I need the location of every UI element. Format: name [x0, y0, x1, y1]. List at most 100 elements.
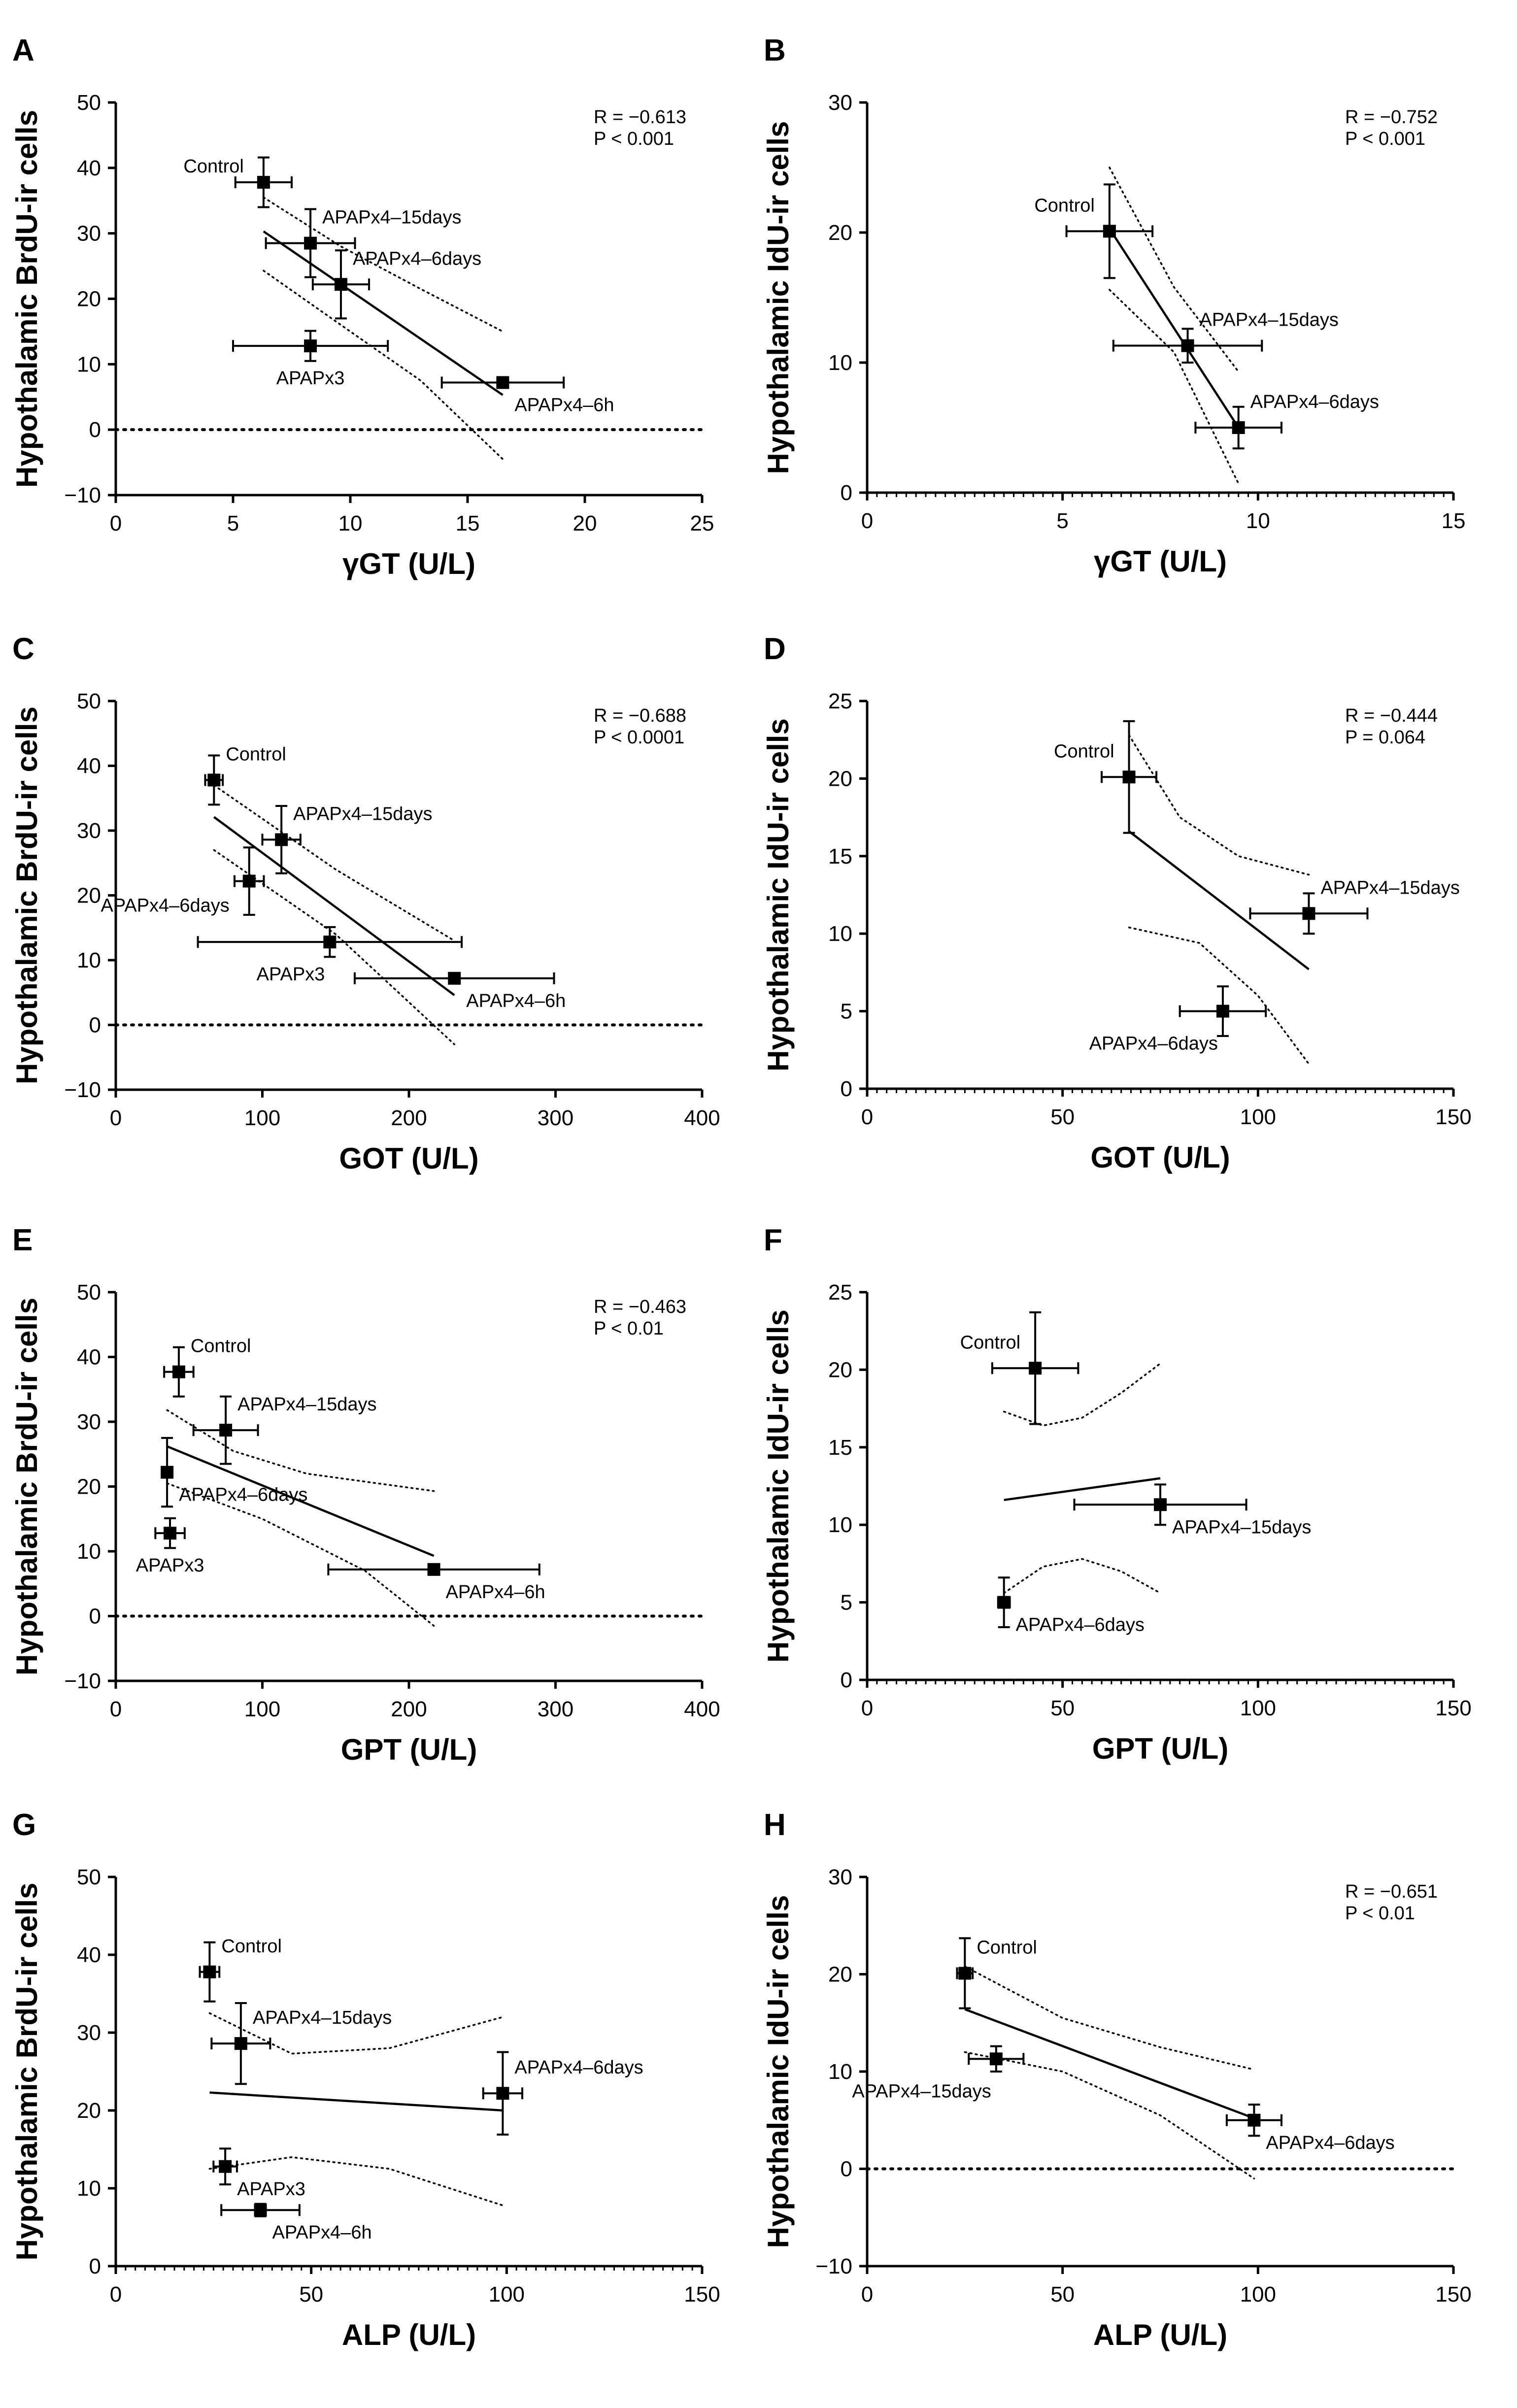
ci-upper-ci-curve: [1003, 1363, 1161, 1427]
data-point-label: APAPx4–6days: [1250, 392, 1379, 412]
stats-annotation: P < 0.001: [594, 129, 674, 149]
data-point-marker: [275, 833, 288, 846]
data-point-marker: [1232, 421, 1245, 434]
data-point-marker: [427, 1563, 440, 1576]
data-point-group: APAPx4–6days: [101, 846, 265, 916]
regression-line: [263, 230, 504, 396]
regression-line: [209, 2091, 503, 2112]
data-point-marker: [304, 339, 317, 353]
panel-a: A −10 0 10 20 30 40 50 0 5 10 15 20 25 γGT (U/L) Hypoth…: [10, 33, 714, 580]
y-tick-label: 5: [841, 1000, 852, 1024]
x-tick-label: 0: [110, 1106, 122, 1130]
data-point-group: APAPx3: [212, 2147, 305, 2200]
data-point-label: APAPx3: [276, 368, 345, 389]
data-point-marker: [257, 176, 270, 189]
data-point-group: APAPx4–6h: [327, 1563, 545, 1603]
data-point-group: APAPx4–15days: [261, 803, 433, 874]
panel-label: D: [764, 632, 786, 666]
y-tick-label: 15: [828, 844, 852, 869]
x-tick-label: 5: [1056, 509, 1068, 533]
stats-annotation: P < 0.001: [1345, 129, 1425, 149]
data-point-marker: [1103, 225, 1116, 238]
data-point-group: APAPx4–6days: [1194, 392, 1379, 450]
data-point-label: APAPx4–15days: [237, 1394, 376, 1415]
panel-label: A: [12, 33, 34, 67]
data-point-marker: [254, 2204, 267, 2217]
data-point-label: Control: [221, 1936, 282, 1957]
ci-upper-ci-curve: [263, 196, 504, 333]
data-point-group: Control: [199, 1936, 282, 2003]
data-point-marker: [219, 2160, 232, 2173]
y-tick-label: 30: [77, 2021, 101, 2045]
stats-annotation: P < 0.01: [594, 1318, 664, 1339]
data-point-label: APAPx3: [257, 964, 325, 985]
data-point-group: APAPx4–15days: [265, 207, 461, 278]
data-point-group: APAPx4–6h: [440, 376, 614, 416]
data-point-marker: [164, 1527, 177, 1540]
y-tick-label: 0: [841, 481, 852, 505]
x-tick-label: 300: [538, 1697, 573, 1721]
panel-label: B: [764, 33, 786, 67]
data-point-group: Control: [956, 1937, 1037, 2009]
data-point-label: APAPx4–6days: [101, 896, 229, 916]
y-tick-label: 0: [841, 1668, 852, 1692]
data-point-group: APAPx4–6days: [311, 248, 481, 320]
y-tick-label: 25: [828, 1280, 852, 1304]
data-point-marker: [304, 236, 317, 250]
x-tick-label: 25: [690, 511, 714, 535]
y-tick-label: 10: [77, 352, 101, 376]
x-axis-label: ALP (U/L): [342, 2318, 476, 2351]
y-tick-label: 10: [77, 1539, 101, 1564]
x-tick-label: 400: [684, 1106, 720, 1130]
x-tick-label: 0: [861, 2282, 873, 2307]
stats-annotation: R = −0.752: [1345, 107, 1438, 128]
y-tick-label: 20: [828, 1358, 852, 1382]
data-point-group: APAPx3: [136, 1517, 204, 1576]
data-point-marker: [958, 1967, 972, 1980]
x-tick-label: 150: [1435, 2282, 1471, 2307]
regression-line: [964, 2008, 1255, 2119]
ci-lower-ci-curve: [1003, 1558, 1161, 1594]
x-axis-label: γGT (U/L): [342, 547, 475, 580]
data-point-group: APAPx4–6days: [1089, 985, 1267, 1054]
data-point-label: APAPx4–6days: [179, 1485, 307, 1505]
ci-lower-ci-curve: [263, 269, 504, 460]
data-point-group: APAPx4–6days: [482, 2051, 643, 2136]
ci-upper-ci-curve: [964, 1965, 1255, 2071]
y-tick-label: 50: [77, 1865, 101, 1889]
data-point-group: APAPx4–6days: [1225, 2104, 1395, 2153]
y-tick-label: 0: [841, 1077, 852, 1101]
data-point-marker: [496, 2087, 509, 2100]
x-tick-label: 150: [1435, 1105, 1471, 1129]
x-tick-label: 15: [1442, 509, 1466, 533]
panel-h: H −10 0 10 20 30 0 50 100 150 ALP (U/L) Hypothalami…: [762, 1808, 1472, 2351]
data-point-label: Control: [226, 744, 286, 765]
data-point-marker: [448, 971, 461, 985]
data-point-group: Control: [1054, 720, 1158, 834]
x-tick-label: 0: [110, 1697, 122, 1721]
y-axis-label: Hypothalamic IdU-ir cells: [762, 1309, 795, 1663]
data-point-label: APAPx4–6days: [1089, 1034, 1218, 1054]
x-axis-label: GPT (U/L): [341, 1733, 477, 1766]
data-point-group: APAPx3: [197, 926, 463, 985]
data-point-marker: [242, 874, 256, 888]
data-point-marker: [1029, 1362, 1042, 1375]
stats-annotation: R = −0.444: [1345, 705, 1438, 726]
data-point-marker: [323, 936, 337, 949]
y-axis-label: Hypothalamic BrdU-ir cells: [10, 1883, 43, 2261]
x-tick-label: 10: [1246, 509, 1270, 533]
data-point-group: APAPx4–15days: [1073, 1483, 1311, 1538]
data-point-label: Control: [960, 1332, 1021, 1353]
y-axis-label: Hypothalamic IdU-ir cells: [762, 1895, 795, 2248]
data-point-label: Control: [183, 156, 244, 177]
y-tick-label: −10: [815, 2254, 852, 2278]
x-tick-label: 100: [244, 1697, 280, 1721]
data-point-marker: [989, 2052, 1003, 2066]
ci-lower-ci-curve: [208, 2156, 504, 2207]
data-point-group: APAPx4–6days: [997, 1576, 1145, 1636]
x-tick-label: 0: [861, 1696, 873, 1720]
y-tick-label: 10: [77, 948, 101, 972]
data-point-group: Control: [960, 1311, 1079, 1425]
x-axis-label: GOT (U/L): [339, 1142, 478, 1175]
